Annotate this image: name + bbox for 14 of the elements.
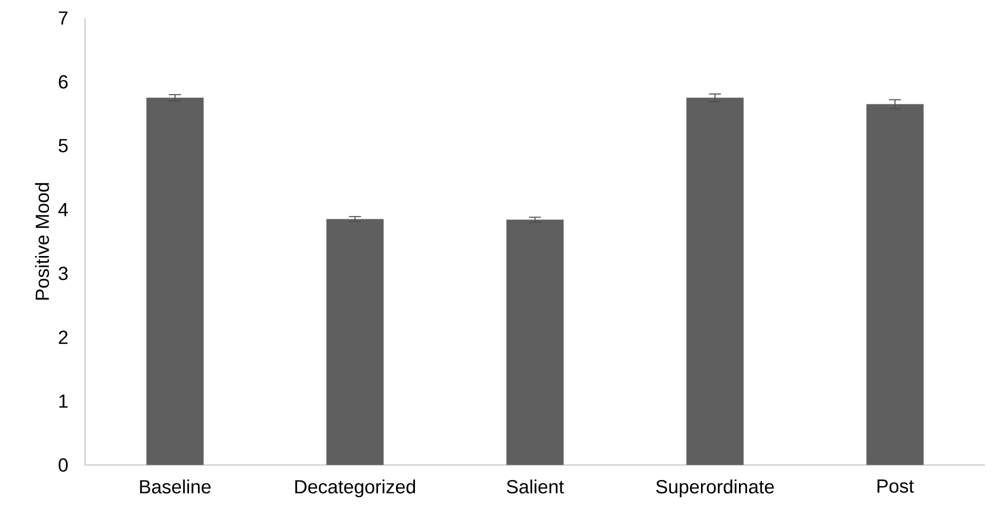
y-tick-label: 2 — [58, 330, 68, 344]
x-tick-label: Decategorized — [295, 480, 416, 498]
x-tick-label: Post — [878, 480, 914, 493]
y-axis-title: Positive Mood — [35, 183, 50, 300]
x-tick-label: Baseline — [140, 480, 211, 494]
y-tick-label: 3 — [58, 266, 68, 280]
y-tick-label: 0 — [58, 458, 68, 472]
y-tick-label: 5 — [58, 139, 68, 152]
y-tick-label: 7 — [58, 11, 68, 25]
x-tick-label: Salient — [506, 480, 564, 494]
y-tick-label: 1 — [59, 394, 68, 408]
x-tick-label: Superordinate — [656, 480, 774, 498]
y-tick-label: 4 — [58, 203, 68, 216]
y-tick-label: 6 — [58, 75, 68, 89]
